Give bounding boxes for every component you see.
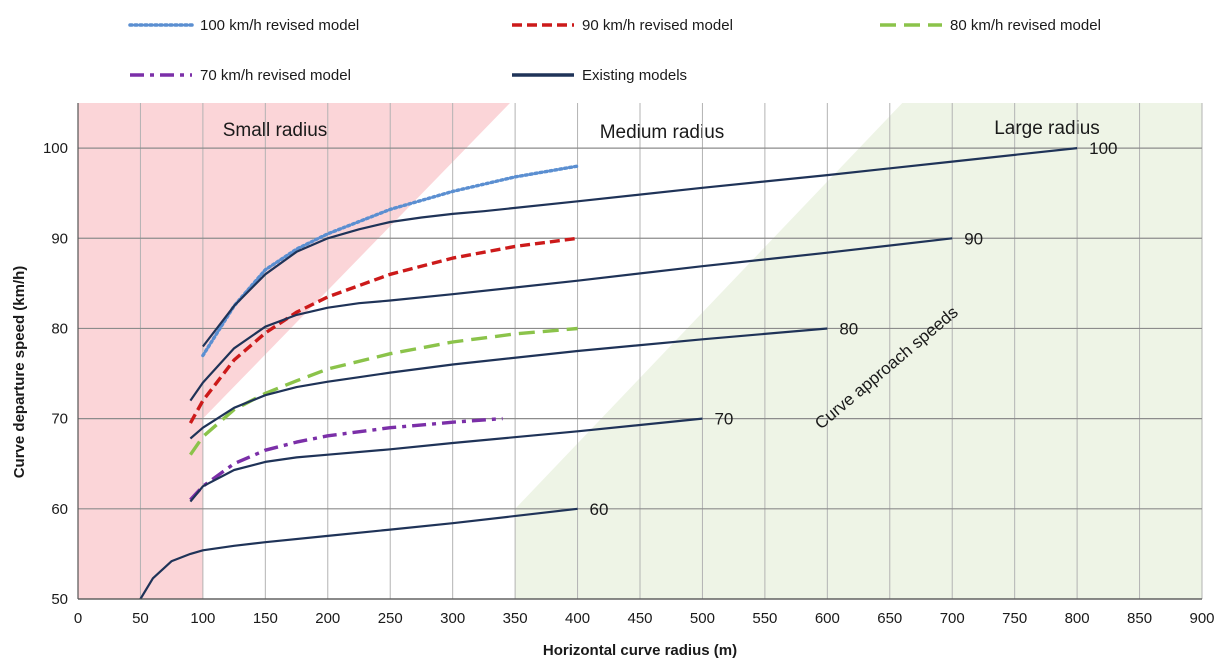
y-tick-label: 100 [43, 140, 68, 157]
x-tick-label: 150 [253, 610, 278, 627]
series-line-existing-models-80 [189, 327, 828, 440]
large-radius-region [515, 103, 1202, 599]
x-tick-label: 100 [190, 610, 215, 627]
legend: 100 km/h revised model 90 km/h revised mo… [128, 17, 1101, 84]
x-tick-label: 700 [940, 610, 965, 627]
x-axis-title: Horizontal curve radius (m) [543, 642, 737, 659]
legend-label: 100 km/h revised model [200, 17, 359, 34]
x-tick-label: 800 [1065, 610, 1090, 627]
x-tick-label: 850 [1127, 610, 1152, 627]
legend-label: 80 km/h revised model [950, 17, 1101, 34]
x-tick-label: 550 [752, 610, 777, 627]
x-tick-label: 200 [315, 610, 340, 627]
end-label-90: 90 [964, 229, 983, 248]
end-label-80: 80 [839, 319, 858, 338]
x-tick-label: 750 [1002, 610, 1027, 627]
small-radius-region [78, 103, 510, 599]
series-line-existing-models-90 [189, 237, 953, 402]
y-tick-label: 90 [51, 230, 68, 247]
x-tick-label: 500 [690, 610, 715, 627]
series-line-80-km-h-revised-model [189, 326, 578, 456]
y-tick-label: 60 [51, 501, 68, 518]
x-tick-label: 900 [1189, 610, 1214, 627]
y-tick-label: 70 [51, 411, 68, 428]
legend-label: 70 km/h revised model [200, 67, 351, 84]
end-label-70: 70 [714, 410, 733, 429]
y-tick-label: 80 [51, 320, 68, 337]
series-line-70-km-h-revised-model [189, 416, 503, 501]
region-label-small-radius: Small radius [223, 120, 328, 141]
series-line-existing-models-70 [189, 417, 703, 503]
series-line-existing-models-60 [139, 507, 578, 600]
x-tick-label: 600 [815, 610, 840, 627]
x-tick-label: 650 [877, 610, 902, 627]
series-group: 100 90 80 70 60 [139, 139, 1117, 600]
x-tick-label: 250 [378, 610, 403, 627]
end-label-100: 100 [1089, 139, 1117, 158]
x-tick-label: 450 [627, 610, 652, 627]
y-tick-label: 50 [51, 591, 68, 608]
series-line-90-km-h-revised-model [188, 236, 578, 424]
x-tick-label: 400 [565, 610, 590, 627]
legend-label: 90 km/h revised model [582, 17, 733, 34]
x-tick-label: 50 [132, 610, 149, 627]
x-tick-label: 0 [74, 610, 82, 627]
axes: 0 50 100 150 200 250 300 350 400 450 500 550 600 650 7… [43, 103, 1215, 627]
region-label-medium-radius: Medium radius [600, 122, 725, 143]
x-tick-label: 350 [503, 610, 528, 627]
x-tick-label: 300 [440, 610, 465, 627]
series-line-existing-models-100 [202, 147, 1078, 348]
y-axis-title: Curve departure speed (km/h) [11, 266, 28, 479]
region-label-large-radius: Large radius [994, 118, 1100, 139]
end-label-60: 60 [590, 500, 609, 519]
chart-regions: Small radius Medium radius Large radius [78, 103, 1202, 599]
legend-label: Existing models [582, 67, 687, 84]
